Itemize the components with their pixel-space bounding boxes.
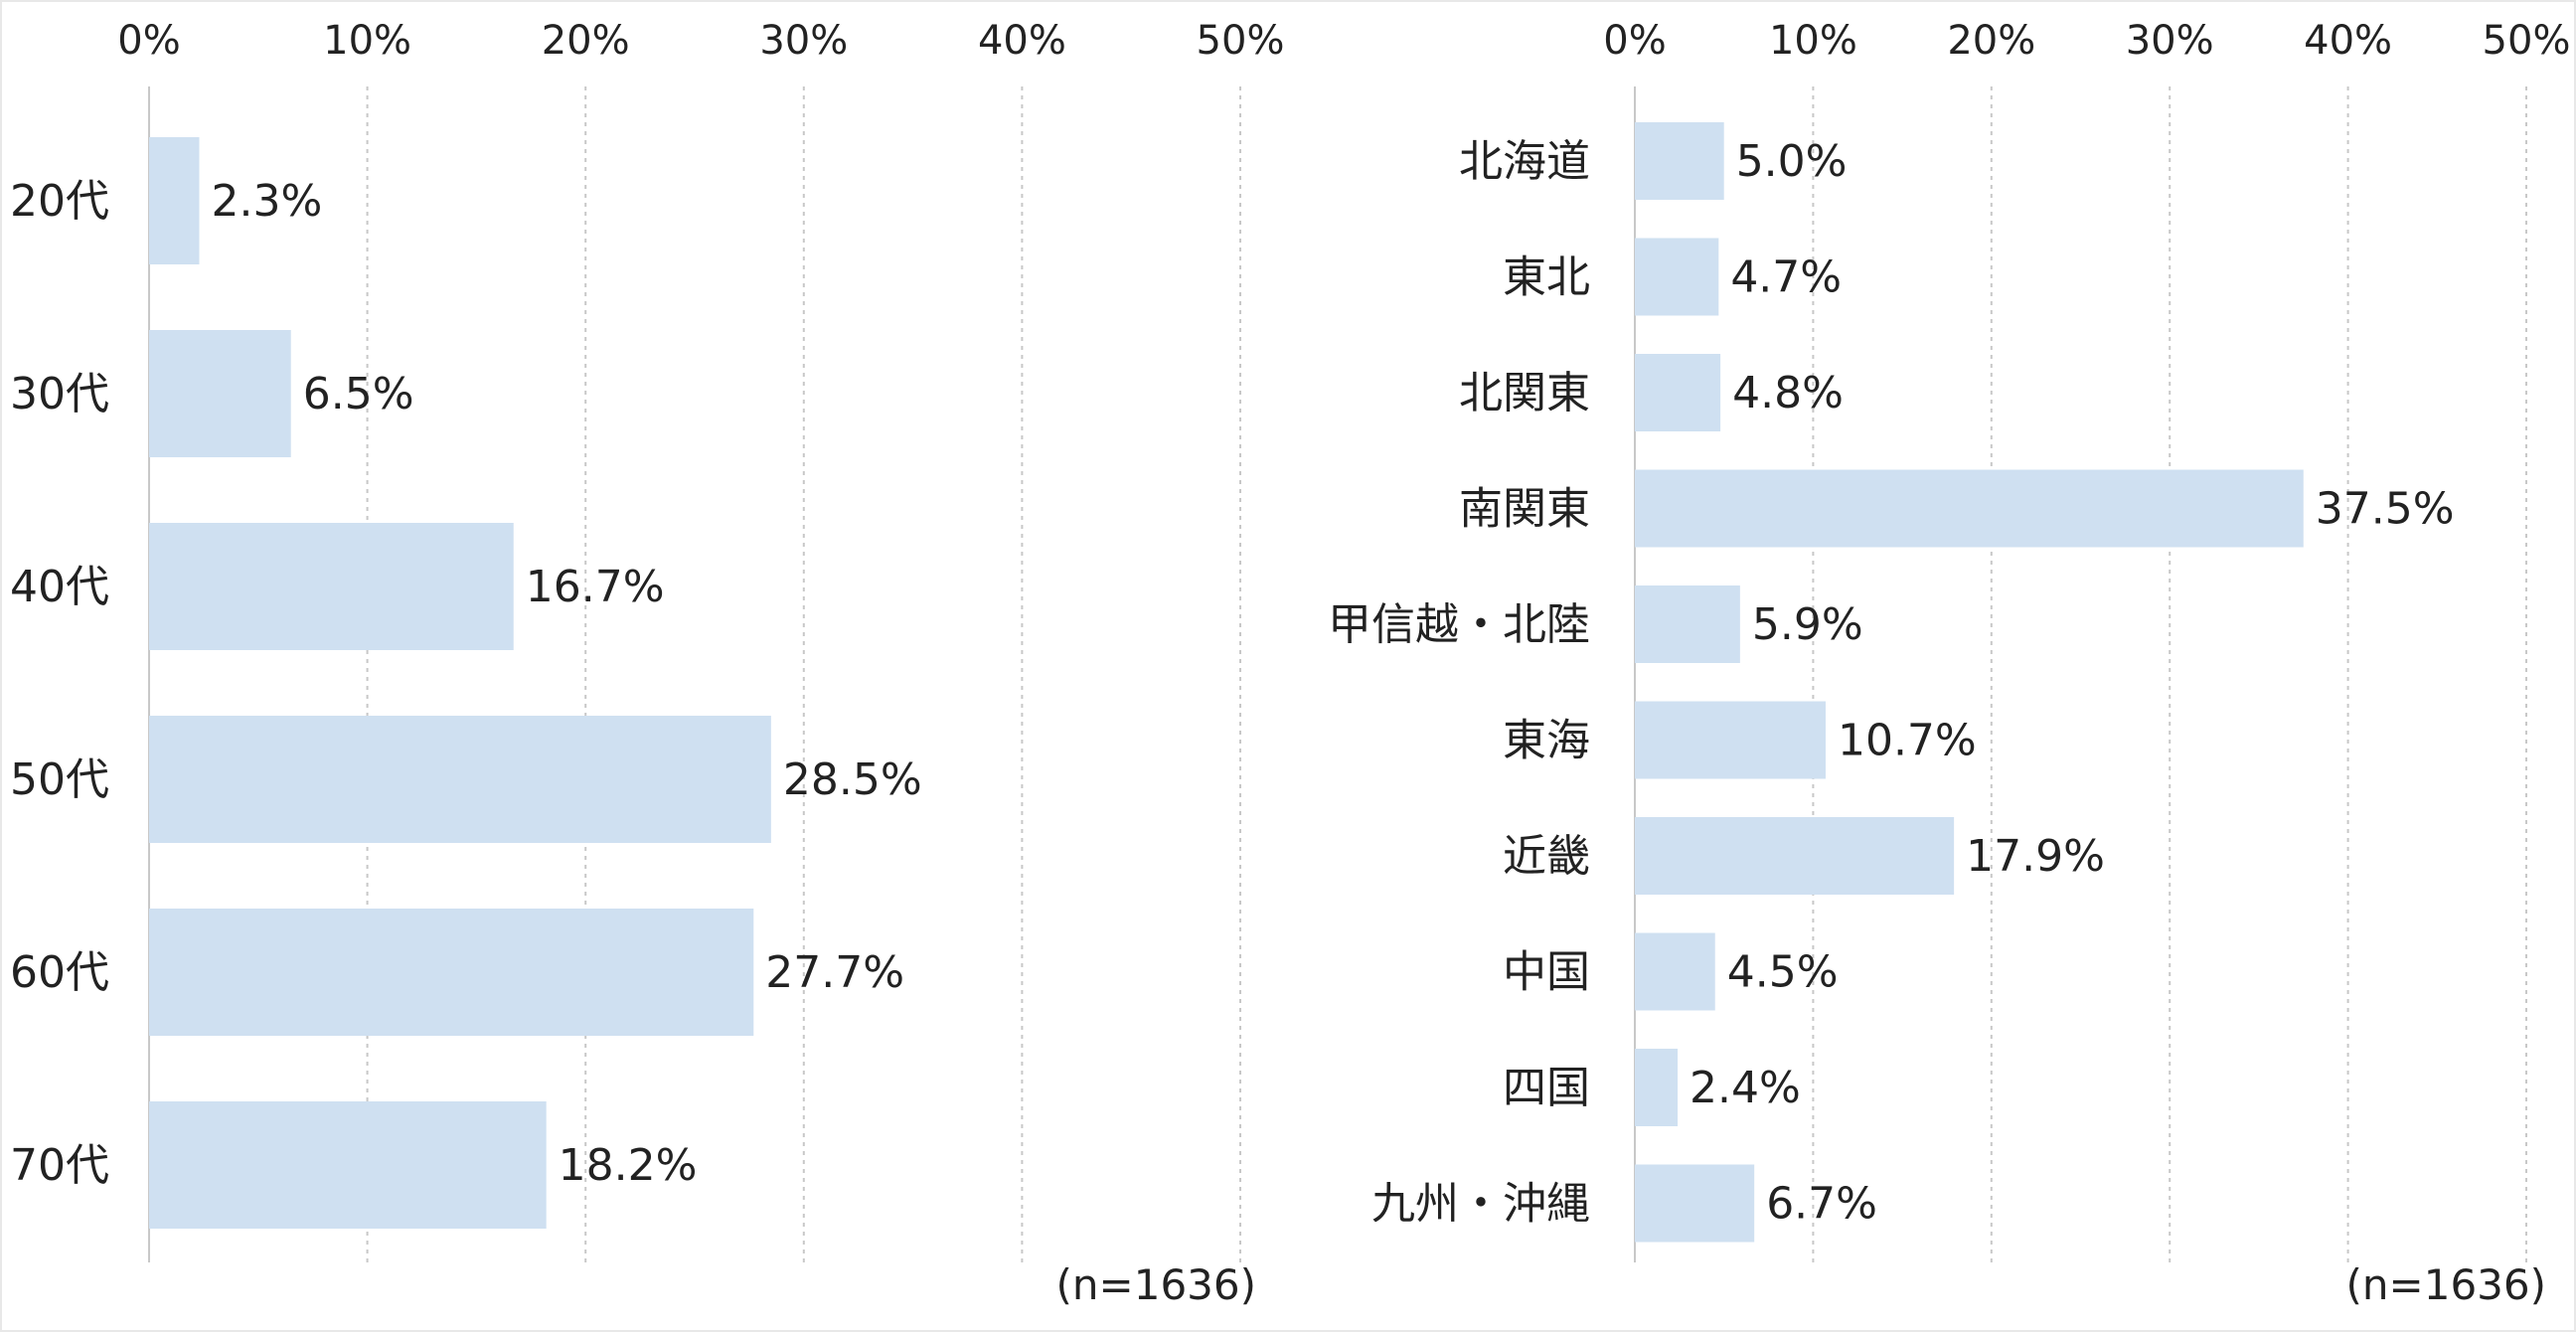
region-bar xyxy=(1635,354,1721,431)
region-category-label: 東海 xyxy=(1503,716,1590,766)
region-value-label: 5.9% xyxy=(1752,599,1863,650)
age-x-tick-label: 40% xyxy=(978,18,1066,64)
region-x-tick-label: 20% xyxy=(1947,18,2035,64)
region-bar xyxy=(1635,932,1715,1011)
region-x-tick-label: 30% xyxy=(2126,18,2214,64)
region-value-label: 2.4% xyxy=(1690,1063,1801,1113)
region-value-label: 4.8% xyxy=(1732,368,1844,418)
age-value-label: 16.7% xyxy=(526,562,665,612)
age-bar xyxy=(149,1101,547,1229)
region-value-label: 5.0% xyxy=(1736,136,1848,187)
age-category-label: 60代 xyxy=(10,947,109,998)
region-category-label: 北関東 xyxy=(1459,368,1590,418)
age-x-tick-label: 30% xyxy=(759,18,848,64)
region-bar xyxy=(1635,585,1740,663)
age-value-label: 2.3% xyxy=(212,176,323,227)
age-category-label: 40代 xyxy=(10,562,109,612)
age-category-label: 20代 xyxy=(10,176,109,227)
region-category-label: 九州・沖縄 xyxy=(1371,1179,1590,1230)
region-x-tick-label: 0% xyxy=(1603,18,1666,64)
region-x-tick-label: 50% xyxy=(2483,18,2571,64)
region-value-label: 6.7% xyxy=(1766,1179,1877,1230)
age-bar xyxy=(149,330,291,457)
age-x-tick-label: 20% xyxy=(542,18,630,64)
age-x-tick-label: 10% xyxy=(323,18,411,64)
age-value-label: 27.7% xyxy=(765,947,904,998)
region-category-label: 中国 xyxy=(1503,947,1590,998)
region-value-label: 10.7% xyxy=(1838,716,1977,766)
region-category-label: 甲信越・北陸 xyxy=(1328,599,1590,650)
region-value-label: 37.5% xyxy=(2316,484,2455,535)
age-category-label: 30代 xyxy=(10,369,109,419)
region-value-label: 4.5% xyxy=(1727,947,1839,998)
region-bar xyxy=(1635,701,1826,779)
region-bar xyxy=(1635,238,1719,316)
region-category-label: 東北 xyxy=(1503,252,1590,303)
age-value-label: 28.5% xyxy=(783,754,922,805)
region-x-tick-label: 10% xyxy=(1769,18,1857,64)
region-bar xyxy=(1635,122,1724,200)
region-category-label: 北海道 xyxy=(1459,136,1590,187)
age-bar xyxy=(149,137,200,264)
region-category-label: 近畿 xyxy=(1503,831,1590,882)
age-bar xyxy=(149,909,754,1036)
age-category-label: 50代 xyxy=(10,754,109,805)
region-x-tick-label: 40% xyxy=(2304,18,2392,64)
region-bar xyxy=(1635,1164,1755,1243)
region-bar xyxy=(1635,469,2304,548)
region-value-label: 4.7% xyxy=(1730,252,1842,303)
age-bar xyxy=(149,716,771,843)
region-category-label: 南関東 xyxy=(1459,484,1590,535)
age-sample-size-note: (n=1636) xyxy=(1056,1260,1256,1309)
age-value-label: 6.5% xyxy=(303,369,414,419)
age-category-label: 70代 xyxy=(10,1140,109,1191)
age-x-tick-label: 0% xyxy=(117,18,180,64)
region-sample-size-note: (n=1636) xyxy=(2346,1260,2546,1309)
region-value-label: 17.9% xyxy=(1966,831,2105,882)
region-bar xyxy=(1635,1049,1679,1126)
region-bar xyxy=(1635,817,1955,895)
age-x-tick-label: 50% xyxy=(1197,18,1285,64)
age-value-label: 18.2% xyxy=(559,1140,698,1191)
age-bar xyxy=(149,523,514,650)
region-category-label: 四国 xyxy=(1503,1063,1590,1113)
